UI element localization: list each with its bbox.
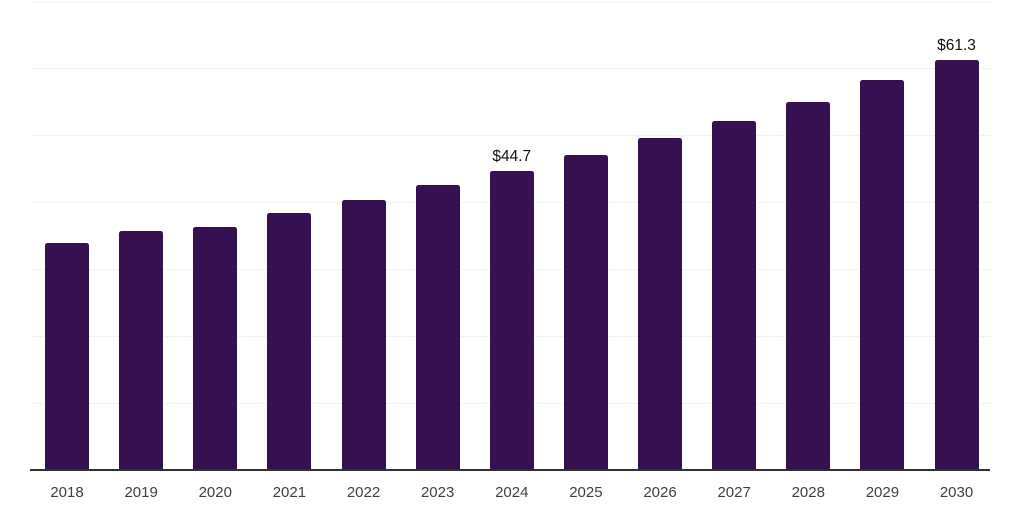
data-label-2024: $44.7 bbox=[492, 148, 532, 166]
bar-2023[interactable] bbox=[415, 185, 460, 470]
bar-2019[interactable] bbox=[119, 230, 164, 470]
bar-2021[interactable] bbox=[267, 213, 312, 470]
bar-2028[interactable] bbox=[786, 101, 831, 470]
gridline-70 bbox=[30, 1, 990, 3]
plot-area: $44.7 $61.3 bbox=[30, 1, 990, 471]
x-tick-label: 2022 bbox=[346, 484, 381, 501]
x-tick-label: 2028 bbox=[791, 484, 825, 501]
x-tick-label: 2021 bbox=[272, 484, 307, 501]
bar-2024[interactable]: $44.7 bbox=[489, 148, 534, 470]
x-tick-label: 2026 bbox=[643, 484, 677, 501]
x-tick-2027: 2027 bbox=[712, 484, 756, 501]
x-tick-label: 2029 bbox=[865, 484, 900, 501]
bar-2020[interactable] bbox=[193, 226, 238, 470]
bar-2027[interactable] bbox=[712, 121, 757, 470]
x-tick-2030: 2030 bbox=[935, 484, 979, 501]
x-tick-2019: 2019 bbox=[119, 484, 163, 501]
x-tick-2023: 2023 bbox=[416, 484, 460, 501]
x-tick-2020: 2020 bbox=[193, 484, 237, 501]
x-axis-labels: 2018 2019 2020 2021 2022 2023 2024 2025 2026 2027… bbox=[45, 484, 979, 501]
x-tick-2024: 2024 bbox=[490, 484, 534, 501]
x-tick-2022: 2022 bbox=[342, 484, 386, 501]
bar-2025[interactable] bbox=[563, 155, 608, 470]
bar-2018[interactable] bbox=[45, 242, 89, 470]
bar-2029[interactable] bbox=[860, 80, 905, 470]
x-axis-line bbox=[30, 469, 990, 471]
x-tick-label: 2023 bbox=[420, 484, 455, 501]
x-tick-2018: 2018 bbox=[45, 484, 89, 501]
x-tick-2029: 2029 bbox=[860, 484, 904, 501]
x-tick-label: 2018 bbox=[50, 484, 84, 501]
bars: $44.7 $61.3 bbox=[45, 2, 979, 470]
data-label-2030: $61.3 bbox=[937, 37, 976, 55]
x-tick-label: 2027 bbox=[717, 484, 751, 501]
x-tick-label: 2019 bbox=[124, 484, 158, 501]
gridline-60 bbox=[30, 68, 990, 70]
x-tick-label: 2030 bbox=[939, 484, 974, 501]
x-tick-label: 2024 bbox=[495, 484, 529, 501]
x-tick-2026: 2026 bbox=[638, 484, 682, 501]
gridline-50 bbox=[30, 135, 990, 137]
x-tick-label: 2020 bbox=[198, 484, 232, 501]
bar-2030[interactable]: $61.3 bbox=[934, 37, 979, 470]
x-tick-label: 2025 bbox=[569, 484, 603, 501]
bar-2026[interactable] bbox=[638, 138, 682, 470]
bar-2022[interactable] bbox=[341, 199, 386, 470]
x-tick-2028: 2028 bbox=[786, 484, 830, 501]
x-tick-2025: 2025 bbox=[564, 484, 608, 501]
x-tick-2021: 2021 bbox=[267, 484, 311, 501]
